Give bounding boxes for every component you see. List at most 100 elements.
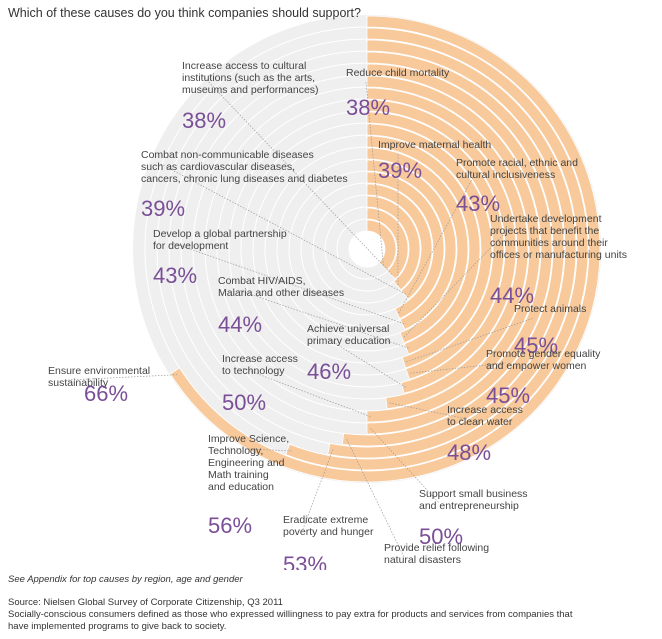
category-label-line: Achieve universal [307,323,389,335]
bar-9 [366,123,493,369]
category-label-line: for development [153,240,228,252]
category-label-line: institutions (such as the arts, [182,72,315,84]
bar-4 [366,183,433,300]
category-label-3: Improve maternal health 39% [378,139,491,183]
value-label: 39% [141,196,185,221]
value-label: 44% [218,312,262,337]
category-label-1: Reduce child mortality 38% [346,67,450,120]
category-label-line: Combat HIV/AIDS, [218,275,306,287]
category-label-line: to clean water [447,416,513,428]
bar-14 [366,63,553,435]
bar-7 [366,147,469,344]
category-label-line: Promote racial, ethnic and [456,157,578,169]
leader-line [160,163,406,295]
category-label-8: Combat HIV/AIDS,Malaria and other diseas… [218,275,344,337]
value-label: 43% [456,191,500,216]
value-label: 50% [419,524,463,549]
value-label: 44% [490,283,534,308]
definition-line-2: have implemented programs to give back t… [8,621,227,632]
bar-rings [169,15,601,483]
value-label: 48% [447,440,491,465]
category-label-line: and entrepreneurship [419,500,519,512]
bar-1 [366,219,397,271]
category-label-17: Improve Science,Technology,Engineering a… [208,433,289,538]
leader-line [67,374,178,381]
category-label-9: Protect animals 45% [514,303,586,358]
category-label-line: cultural inclusiveness [456,169,555,181]
leader-line [389,402,468,420]
category-label-line: Improve Science, [208,433,289,445]
category-label-line: Eradicate extreme [283,514,368,526]
bar-11 [366,99,517,394]
value-label: 46% [307,359,351,384]
value-label: 45% [514,333,558,358]
value-label: 38% [182,108,226,133]
center-hole [349,231,385,267]
category-label-line: sustainability [48,377,109,389]
category-label-line: Improve maternal health [378,139,491,151]
value-label: 43% [153,263,197,288]
source-text: Source: Nielsen Global Survey of Corpora… [8,597,283,608]
category-label-line: and empower women [486,360,587,372]
leader-line [365,81,384,266]
leader-line [201,74,393,275]
category-label-line: Increase access [447,404,523,416]
value-label: 50% [222,390,266,415]
category-label-line: Undertake development [490,213,602,225]
bar-10 [366,111,505,380]
category-label-2: Increase access to culturalinstitutions … [182,60,319,133]
category-label-line: Promote gender equality [486,348,601,360]
leader-line [237,289,409,349]
leader-line [370,428,440,504]
chart-title: Which of these causes do you think compa… [8,6,361,20]
leader-line [403,227,511,338]
bar-17 [285,27,589,471]
bar-6 [366,159,457,331]
category-label-line: cancers, chronic lung diseases and diabe… [141,173,348,185]
category-label-line: to technology [222,365,285,377]
bar-3 [366,195,421,291]
value-label: 53% [283,552,327,570]
category-label-line: Math training [208,469,269,481]
category-label-line: Increase access to cultural [182,60,306,72]
value-label: 66% [84,381,128,406]
leader-line [241,367,371,417]
category-label-line: Technology, [208,445,263,457]
bar-12 [366,87,529,410]
category-label-line: primary education [307,335,391,347]
value-label: 38% [346,95,390,120]
category-label-line: and education [208,481,274,493]
category-label-line: Support small business [419,488,528,500]
category-label-line: Increase access [222,353,298,365]
bar-8 [366,135,481,355]
category-label-line: Malaria and other diseases [218,287,344,299]
category-label-line: projects that benefit the [490,225,599,237]
bar-13 [366,75,541,423]
value-label: 45% [486,383,530,408]
leader-lines [67,74,535,558]
category-label-line: Protect animals [514,303,586,315]
category-label-line: natural disasters [384,554,461,566]
value-label: 56% [208,513,252,538]
bar-15 [341,51,565,447]
bar-5 [366,171,445,320]
category-label-line: Combat non-communicable diseases [141,149,314,161]
leader-line [346,439,405,558]
category-label-line: communities around their [490,237,608,249]
leader-line [326,337,406,388]
category-label-line: Engineering and [208,457,285,469]
leader-line [302,449,334,530]
category-label-line: poverty and hunger [283,526,374,538]
leader-line [172,242,405,325]
leader-line [410,362,507,374]
